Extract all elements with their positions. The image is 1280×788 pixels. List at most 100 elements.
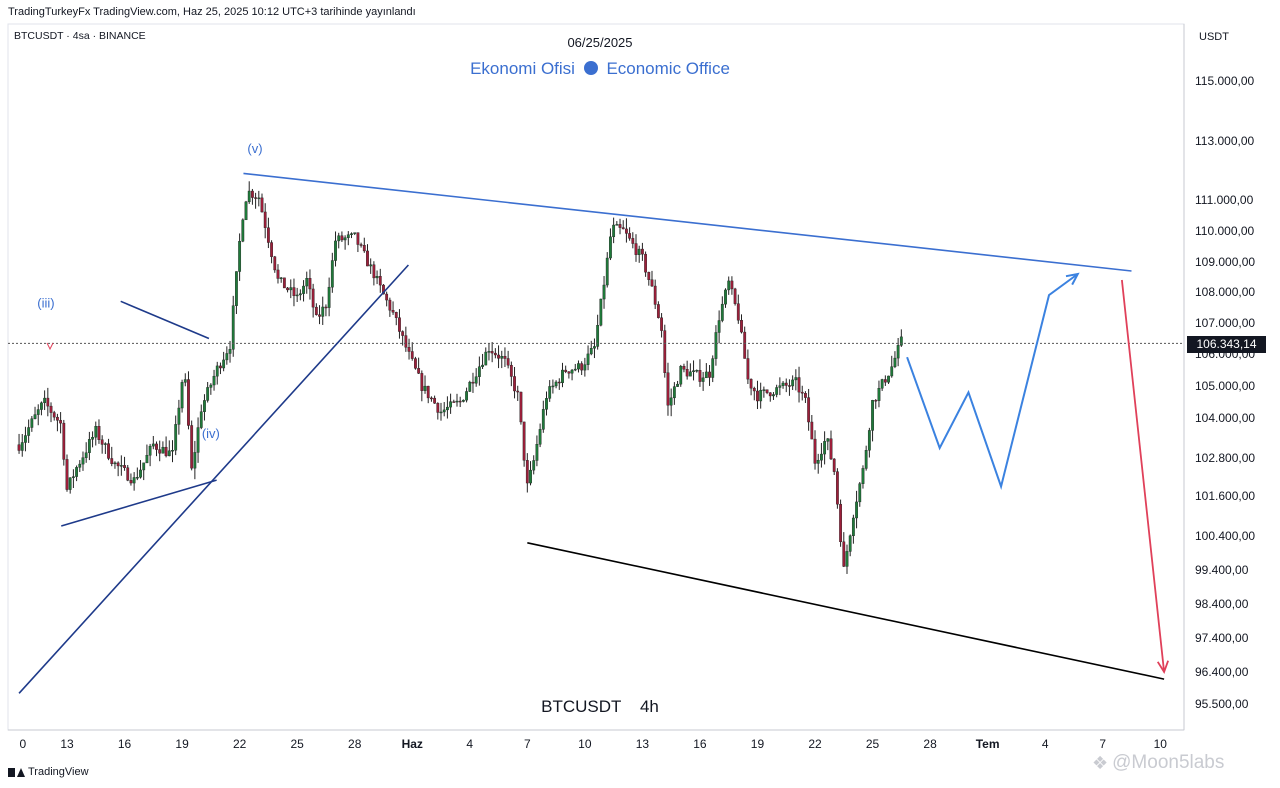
upper-resistance-line[interactable] — [243, 172, 1132, 272]
lower-support-line[interactable] — [527, 542, 1165, 680]
candle-body — [187, 379, 190, 426]
candle-body — [359, 244, 363, 246]
candle-body — [717, 320, 721, 333]
candle-body — [167, 450, 171, 457]
candle-body — [330, 260, 334, 288]
candle-body — [810, 421, 814, 440]
candle-body — [30, 418, 34, 428]
candle-body — [36, 409, 40, 415]
candle-body — [311, 288, 315, 308]
y-tick-label: 102.800,00 — [1195, 451, 1255, 465]
candle-body — [369, 264, 373, 267]
candle-body — [583, 364, 587, 371]
candle-body — [62, 422, 66, 460]
candle-body — [545, 398, 548, 410]
candle-body — [276, 269, 280, 279]
candle-body — [816, 459, 820, 464]
candle-body — [132, 477, 136, 484]
candle-body — [107, 443, 110, 459]
candle-body — [219, 365, 222, 369]
candle-body — [388, 299, 392, 311]
candle-body — [439, 411, 443, 414]
candle-body — [158, 449, 162, 454]
candle-body — [81, 457, 85, 465]
y-tick-label: 98.400,00 — [1195, 597, 1249, 611]
symbol-info[interactable]: BTCUSDT · 4sa · BINANCE — [14, 30, 146, 42]
wave-iii-iv-upper-line[interactable] — [120, 300, 210, 340]
x-tick-label: 25 — [290, 737, 304, 751]
candle-body — [621, 227, 625, 230]
candle-body — [343, 237, 347, 241]
candle-body — [883, 379, 887, 383]
candle-body — [794, 377, 798, 381]
tradingview-footer[interactable]: TradingView — [8, 766, 89, 778]
candle-body — [446, 406, 449, 411]
candle-body — [477, 366, 481, 377]
candle-body — [266, 227, 270, 243]
candle-body — [893, 357, 897, 367]
candle-body — [791, 379, 795, 387]
blue-projection-path[interactable] — [906, 273, 1079, 490]
wave-label: (iv) — [202, 426, 220, 441]
candle-body — [49, 405, 53, 413]
candle-body — [513, 376, 516, 392]
y-tick-label: 113.000,00 — [1195, 134, 1254, 148]
watermark-logo-icon: ❖ — [1092, 752, 1109, 773]
candle-body — [503, 356, 507, 359]
x-tick-label: 22 — [233, 737, 247, 751]
candle-body — [564, 369, 568, 372]
candle-body — [449, 401, 452, 408]
candle-body — [282, 277, 286, 289]
candle-body — [471, 381, 475, 384]
candle-body — [807, 397, 811, 423]
candle-body — [861, 468, 865, 484]
candle-body — [177, 407, 181, 425]
candle-body — [730, 280, 734, 290]
candle-body — [56, 416, 59, 421]
x-tick-label: 25 — [866, 737, 880, 751]
candle-body — [238, 241, 242, 272]
brand-dot-icon — [583, 61, 598, 75]
candle-body — [663, 330, 667, 373]
candle-body — [525, 460, 529, 484]
candle-body — [410, 351, 414, 359]
candle-body — [752, 387, 756, 392]
axis-currency[interactable]: USDT — [1199, 31, 1229, 43]
candle-body — [804, 393, 807, 398]
candle-body — [337, 235, 341, 242]
candle-body — [404, 335, 408, 348]
candle-body — [688, 371, 692, 377]
candle-body — [695, 370, 699, 372]
wave-iii-iv-lower-line[interactable] — [61, 479, 217, 527]
candle-body — [775, 387, 779, 395]
candle-body — [100, 439, 104, 445]
candle-body — [209, 384, 213, 388]
candle-body — [637, 248, 641, 255]
candle-body — [596, 325, 600, 347]
candle-body — [103, 443, 107, 445]
candle-body — [366, 250, 369, 267]
candle-body — [17, 444, 21, 451]
rising-support-line[interactable] — [18, 264, 409, 694]
candle-body — [119, 465, 123, 467]
candle-body — [247, 190, 251, 203]
candle-body — [273, 256, 277, 271]
red-projection-path[interactable] — [1121, 279, 1165, 673]
candle-body — [145, 455, 149, 464]
candle-body — [468, 381, 472, 392]
candle-body — [644, 253, 647, 273]
candle-body — [84, 452, 88, 458]
candle-body — [135, 477, 139, 479]
x-tick-label: 4 — [1042, 737, 1049, 751]
candle-body — [417, 368, 421, 374]
candle-body — [391, 310, 395, 313]
candle-body — [426, 385, 430, 399]
candle-body — [497, 354, 500, 359]
candle-body — [580, 363, 584, 371]
candle-body — [733, 288, 737, 304]
y-tick-label: 108.000,00 — [1195, 285, 1255, 299]
candle-body — [509, 364, 513, 377]
candle-body — [749, 378, 753, 389]
candle-body — [164, 446, 168, 457]
